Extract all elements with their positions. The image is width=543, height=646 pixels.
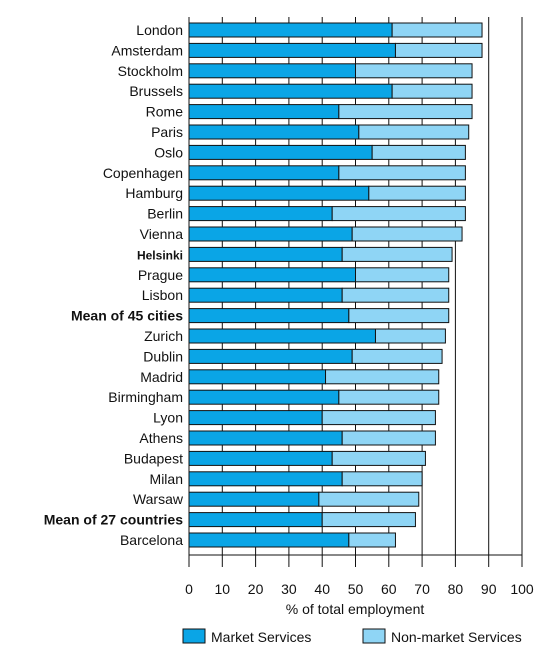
bar-nonmarket-0 — [391, 22, 483, 38]
category-label-12: Prague — [138, 267, 183, 283]
category-label-11: Helsinki — [137, 248, 183, 262]
x-axis-label: % of total employment — [286, 601, 425, 617]
bar-nonmarket-1 — [394, 42, 483, 58]
bar-market-15 — [188, 328, 376, 344]
bar-market-25 — [188, 532, 350, 548]
category-label-20: Athens — [139, 430, 183, 446]
bar-nonmarket-23 — [318, 491, 420, 507]
bar-nonmarket-24 — [321, 512, 416, 528]
x-tick-label-0: 0 — [185, 581, 193, 597]
category-label-13: Lisbon — [142, 287, 183, 303]
bar-nonmarket-10 — [351, 226, 463, 242]
bar-market-10 — [188, 226, 353, 242]
bar-nonmarket-5 — [358, 124, 470, 140]
category-label-10: Vienna — [140, 226, 184, 242]
category-label-0: London — [136, 22, 183, 38]
bar-market-19 — [188, 410, 323, 426]
x-tick-label-50: 50 — [348, 581, 364, 597]
bar-market-12 — [188, 267, 356, 283]
bar-nonmarket-12 — [355, 267, 450, 283]
bar-market-20 — [188, 430, 343, 446]
bar-market-13 — [188, 287, 343, 303]
bar-market-18 — [188, 389, 340, 405]
legend: Market Services Non-market Services — [182, 628, 522, 645]
x-tick-label-30: 30 — [281, 581, 297, 597]
category-label-17: Madrid — [140, 369, 183, 385]
bar-market-3 — [188, 83, 393, 99]
bar-nonmarket-4 — [338, 104, 473, 120]
category-label-15: Zurich — [144, 328, 183, 344]
category-label-16: Dublin — [143, 348, 183, 364]
category-label-6: Oslo — [154, 144, 183, 160]
bar-nonmarket-3 — [391, 83, 473, 99]
category-label-4: Rome — [146, 104, 184, 120]
bar-market-14 — [188, 308, 350, 324]
bar-market-17 — [188, 369, 327, 385]
x-tick-label-20: 20 — [248, 581, 264, 597]
bar-market-7 — [188, 165, 340, 181]
x-tick-label-10: 10 — [215, 581, 231, 597]
bar-market-11 — [188, 246, 343, 262]
bar-nonmarket-6 — [371, 144, 466, 160]
legend-label-market: Market Services — [211, 629, 311, 645]
bar-nonmarket-19 — [321, 410, 436, 426]
bars — [188, 22, 483, 548]
category-label-25: Barcelona — [120, 532, 183, 548]
bar-nonmarket-14 — [348, 308, 450, 324]
bar-nonmarket-15 — [374, 328, 446, 344]
bar-market-0 — [188, 22, 393, 38]
bar-market-5 — [188, 124, 360, 140]
category-label-3: Brussels — [129, 83, 183, 99]
bar-nonmarket-25 — [348, 532, 396, 548]
bar-market-9 — [188, 206, 333, 222]
category-label-21: Budapest — [124, 450, 183, 466]
bar-nonmarket-8 — [368, 185, 466, 201]
category-label-7: Copenhagen — [103, 165, 183, 181]
bar-nonmarket-2 — [355, 63, 473, 79]
bar-market-21 — [188, 450, 333, 466]
bar-market-1 — [188, 42, 396, 58]
category-label-8: Hamburg — [125, 185, 183, 201]
bar-market-2 — [188, 63, 356, 79]
category-label-23: Warsaw — [133, 491, 184, 507]
category-label-2: Stockholm — [118, 63, 183, 79]
category-label-9: Berlin — [147, 206, 183, 222]
x-axis: 0 10 20 30 40 50 60 70 80 90 100 — [185, 554, 534, 597]
x-tick-label-40: 40 — [314, 581, 330, 597]
bar-nonmarket-18 — [338, 389, 440, 405]
category-labels: London Amsterdam Stockholm Brussels Rome Pari… — [44, 22, 184, 548]
bar-market-4 — [188, 104, 340, 120]
bar-nonmarket-7 — [338, 165, 466, 181]
x-tick-label-100: 100 — [510, 581, 534, 597]
category-label-5: Paris — [151, 124, 183, 140]
category-label-24: Mean of 27 countries — [44, 512, 183, 528]
bar-nonmarket-22 — [341, 471, 423, 487]
bar-nonmarket-9 — [331, 206, 466, 222]
bar-market-24 — [188, 512, 323, 528]
bar-nonmarket-21 — [331, 450, 426, 466]
bar-market-8 — [188, 185, 370, 201]
category-label-14: Mean of 45 cities — [71, 308, 183, 324]
category-label-1: Amsterdam — [111, 42, 183, 58]
bar-nonmarket-17 — [325, 369, 440, 385]
x-tick-label-80: 80 — [448, 581, 464, 597]
bar-market-23 — [188, 491, 320, 507]
bar-market-6 — [188, 144, 373, 160]
x-tick-label-70: 70 — [414, 581, 430, 597]
bar-nonmarket-20 — [341, 430, 436, 446]
category-label-22: Milan — [150, 471, 183, 487]
category-label-18: Birmingham — [108, 389, 183, 405]
bar-market-22 — [188, 471, 343, 487]
bar-nonmarket-13 — [341, 287, 450, 303]
legend-swatch-nonmarket — [362, 628, 386, 644]
x-tick-label-90: 90 — [481, 581, 497, 597]
x-tick-label-60: 60 — [381, 581, 397, 597]
legend-label-nonmarket: Non-market Services — [391, 629, 522, 645]
category-label-19: Lyon — [153, 410, 183, 426]
bar-market-16 — [188, 348, 353, 364]
bar-nonmarket-16 — [351, 348, 443, 364]
bar-nonmarket-11 — [341, 246, 453, 262]
legend-swatch-market — [182, 628, 206, 644]
